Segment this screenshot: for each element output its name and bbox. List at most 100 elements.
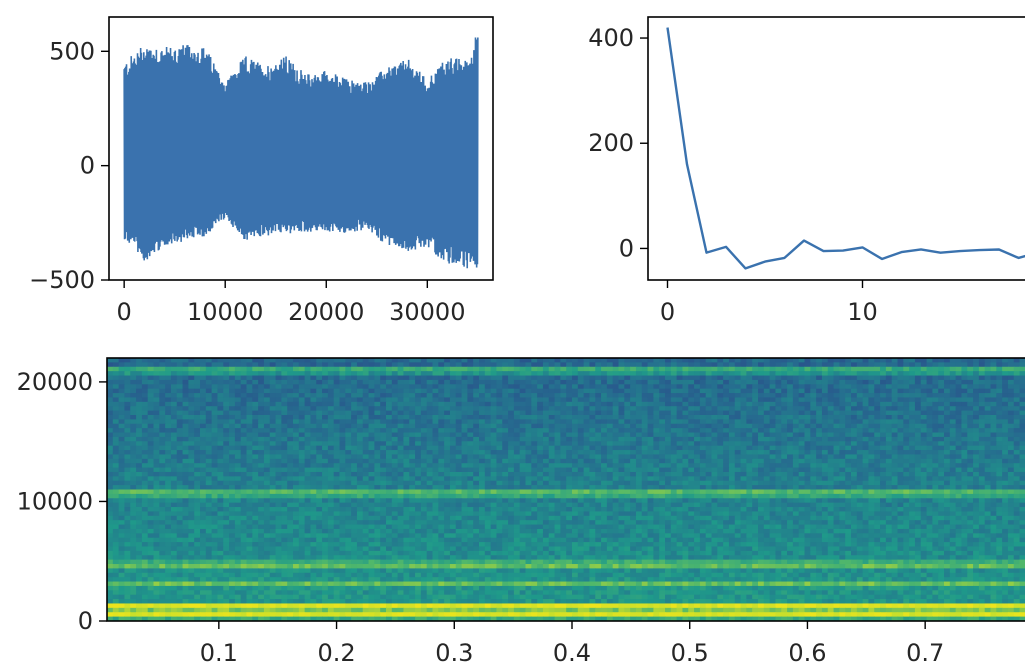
spectrogram-cell [444,393,451,399]
spectrogram-cell [165,397,172,403]
spectrogram-cell [351,432,358,438]
spectrogram-cell [170,489,178,495]
spectrogram-cell [868,489,875,495]
spectrogram-cell [682,388,689,394]
spectrogram-cell [432,397,439,403]
spectrogram-cell [345,476,352,482]
spectrogram-cell [769,480,777,486]
spectrogram-cell [519,393,527,399]
spectrogram-cell [391,423,399,429]
spectrogram-cell [205,445,213,451]
spectrogram-cell [188,362,195,368]
spectrogram-cell [107,371,114,377]
spectrogram-cell [781,458,788,464]
spectrogram-cell [955,414,963,420]
spectrogram-cell [862,358,870,363]
spectrogram-cell [519,362,527,368]
spectrogram-cell [136,476,143,482]
spectrogram-cell [798,476,806,482]
spectrogram-cell [170,362,178,368]
spectrogram-cell [595,375,602,381]
spectrogram-cell [641,366,649,372]
spectrogram-cell [298,379,306,385]
spectrogram-cell [409,358,416,363]
spectrogram-cell [362,450,370,456]
spectrogram-cell [473,358,480,363]
spectrogram-cell [601,445,608,451]
spectrogram-cell [246,436,253,442]
spectrogram-cell [170,393,178,399]
spectrogram-cell [961,366,968,372]
spectrogram-cell [351,441,358,447]
spectrogram-cell [362,458,370,464]
spectrogram-cell [513,463,521,469]
spectrogram-cell [758,441,765,447]
spectrogram-cell [159,401,166,407]
spectrogram-cell [391,458,399,464]
spectrogram-cell [304,441,312,447]
spectrogram-cell [880,371,887,377]
spectrogram-cell [508,410,515,416]
spectrogram-cell [316,450,323,456]
spectrogram-cell [810,375,817,381]
spectrogram-cell [194,358,201,363]
spectrogram-cell [914,371,922,377]
spectrogram-cell [792,362,800,368]
spectrogram-cell [473,379,480,385]
spectrogram-cell [316,476,323,482]
spectrogram-cell [1013,401,1021,407]
spectrogram-cell [624,371,631,377]
spectrogram-cell [112,371,120,377]
spectrogram-cell [327,450,335,456]
spectrogram-cell [612,485,620,491]
spectrogram-cell [909,375,916,381]
spectrogram-cell [845,414,852,420]
spectrogram-cell [746,406,753,412]
spectrogram-cell [252,436,259,442]
spectrogram-cell [833,428,840,434]
spectrogram-cell [252,406,259,412]
spectrogram-cell [136,485,143,491]
spectrogram-cell [676,375,684,381]
spectrogram-cell [176,362,184,368]
spectrogram-cell [717,414,724,420]
spectrogram-cell [548,366,556,372]
spectrogram-cell [391,432,399,438]
spectrogram-cell [287,410,294,416]
spectrogram-cell [734,445,742,451]
spectrogram-cell [682,414,689,420]
spectrogram-cell [734,450,742,456]
spectrogram-cell [758,410,765,416]
spectrogram-cell [455,458,463,464]
spectrogram-cell [926,366,933,372]
spectrogram-cell [874,467,881,473]
spectrogram-cell [723,467,730,473]
spectrogram-cell [525,397,532,403]
spectrogram-cell [391,366,399,372]
spectrogram-cell [496,362,503,368]
spectrogram-cell [444,414,451,420]
spectrogram-cell [362,476,370,482]
spectrogram-cell [112,450,120,456]
spectrogram-cell [467,375,474,381]
spectrogram-cell [263,489,271,495]
spectrogram-cell [107,397,114,403]
spectrogram-cell [531,471,538,477]
spectrogram-cell [734,366,742,372]
spectrogram-cell [391,450,399,456]
spectrogram-cell [961,397,968,403]
spectrogram-cell [1013,432,1021,438]
spectrogram-cell [758,388,765,394]
spectrogram-cell [1007,419,1015,425]
spectrogram-cell [833,467,840,473]
spectrogram-cell [670,384,678,390]
spectrogram-cell [386,476,393,482]
spectrogram-cell [705,489,713,495]
spectrogram-cell [630,410,637,416]
spectrogram-cell [630,379,637,385]
spectrogram-cell [903,441,910,447]
spectrogram-cell [484,388,492,394]
spectrogram-cell [787,397,794,403]
spectrogram-cell [891,393,899,399]
spectrogram-cell [769,432,777,438]
